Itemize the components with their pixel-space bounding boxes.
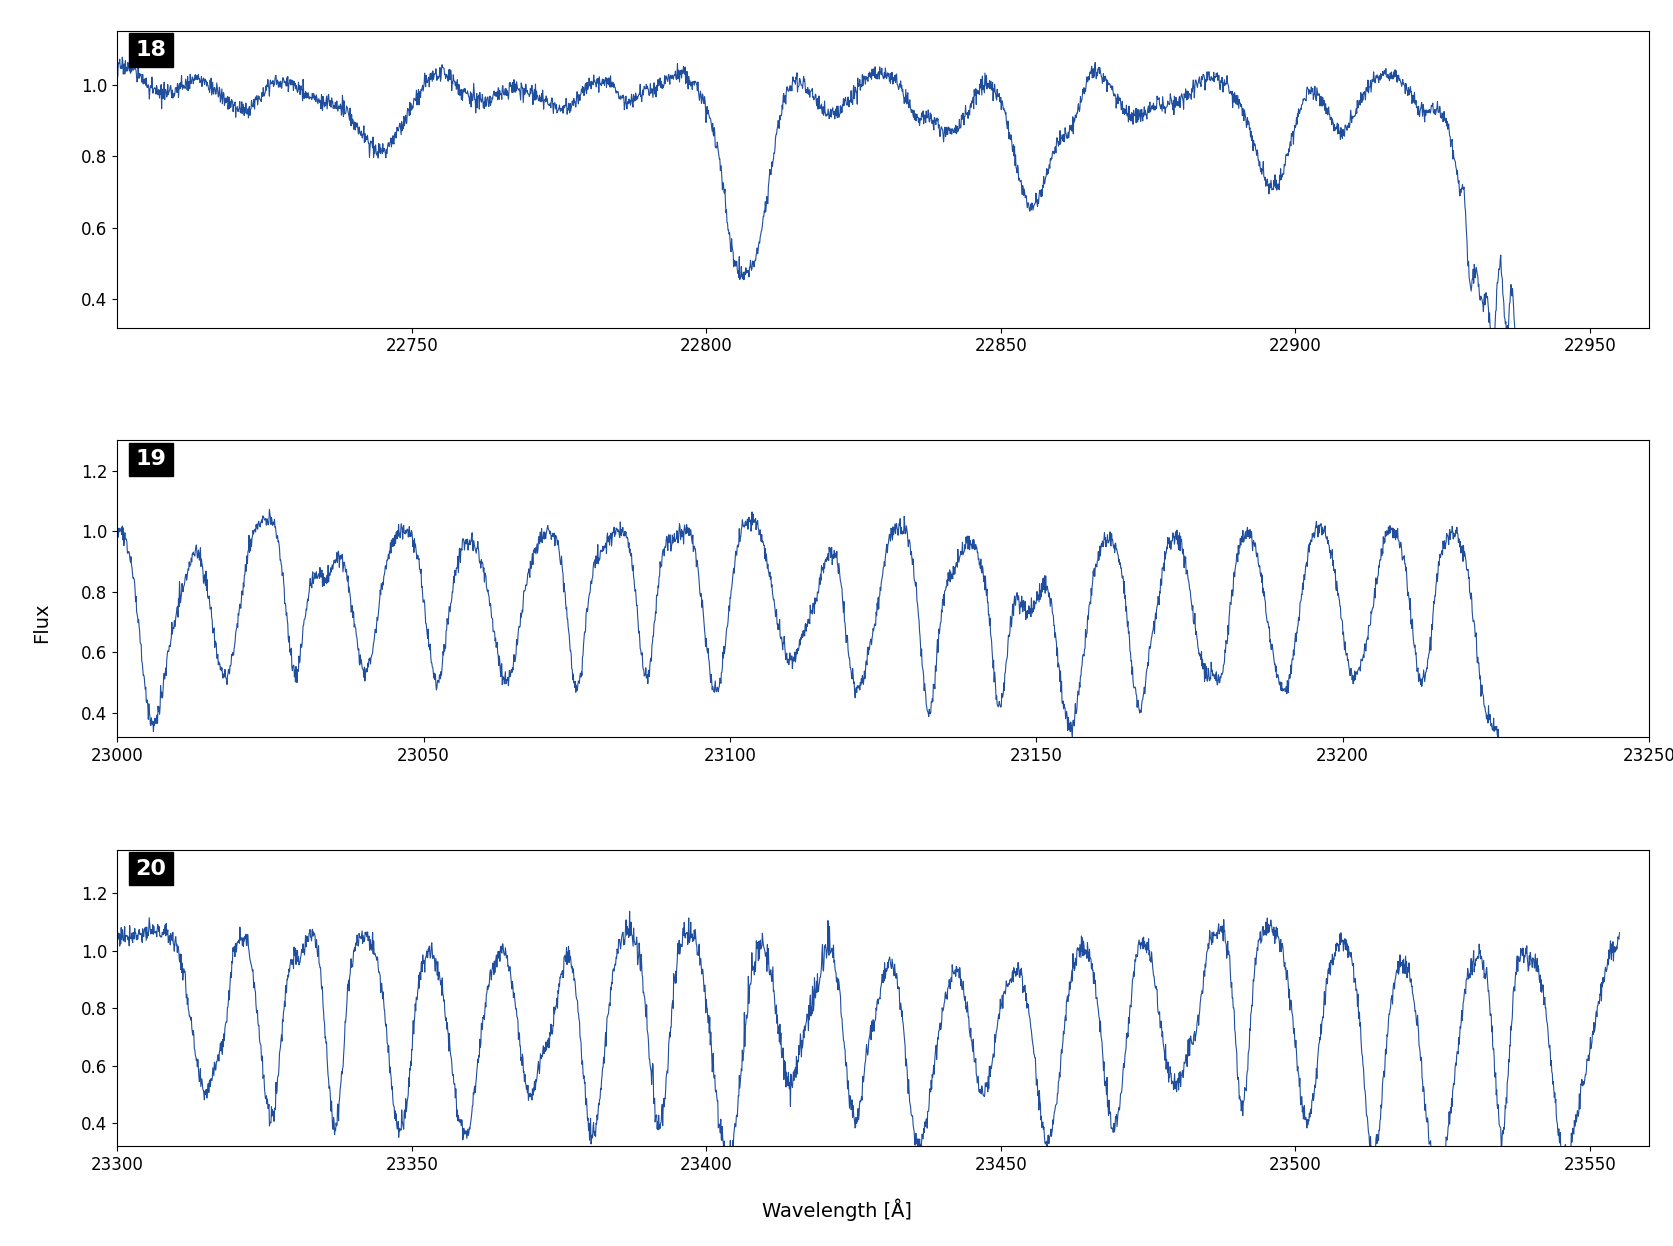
Text: 18: 18 [136, 40, 166, 60]
Text: 20: 20 [136, 858, 166, 878]
Text: Wavelength [Å]: Wavelength [Å] [761, 1199, 912, 1221]
Text: Flux: Flux [32, 603, 52, 643]
Text: 19: 19 [136, 450, 166, 470]
